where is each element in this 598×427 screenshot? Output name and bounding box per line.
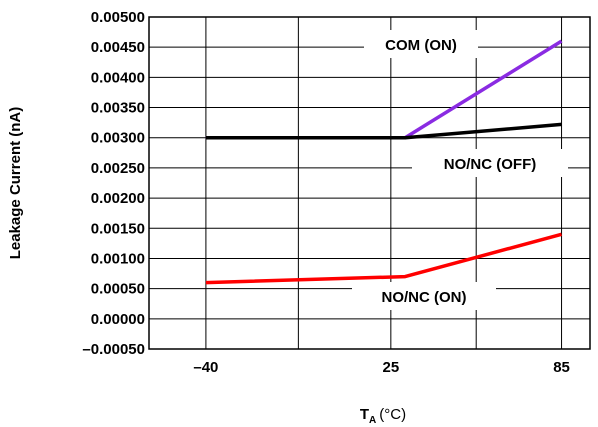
y-tick-labels: –0.00050 0.00000 0.00050 0.00100 0.00150 0.00… (82, 9, 145, 358)
annotation-nonc-on-bg (352, 282, 496, 310)
series-line-no-nc-on (205, 232, 562, 285)
x-tick-label: 25 (382, 359, 399, 376)
y-tick-label: 0.00500 (91, 9, 145, 26)
annotation-com-on: COM (ON) (385, 37, 457, 54)
x-axis-title-main: T (360, 406, 369, 423)
y-tick-label: 0.00200 (91, 190, 145, 207)
y-tick-label: 0.00350 (91, 100, 145, 117)
annotation-com-on-bg (364, 30, 478, 58)
y-tick-label: 0.00450 (91, 39, 145, 56)
x-axis-title: TA (°C) (360, 406, 406, 426)
x-axis-title-unit: (°C) (379, 406, 406, 423)
annotation-nonc-on: NO/NC (ON) (382, 289, 467, 306)
series-lines (205, 39, 563, 285)
y-tick-label: –0.00050 (82, 341, 145, 358)
series-line-no-nc-off (205, 122, 562, 140)
x-axis-title-subscript: A (369, 415, 376, 426)
y-tick-label: 0.00000 (91, 311, 145, 328)
plot-frame (148, 16, 591, 350)
x-tick-label: 85 (553, 359, 570, 376)
y-tick-label: 0.00300 (91, 130, 145, 147)
x-tick-label: –40 (193, 359, 218, 376)
annotation-nonc-off: NO/NC (OFF) (444, 156, 536, 173)
y-tick-label: 0.00050 (91, 281, 145, 298)
y-tick-label: 0.00400 (91, 69, 145, 86)
y-axis-title: Leakage Current (nA) (7, 107, 24, 260)
annotation-nonc-off-bg (412, 149, 568, 177)
y-tick-label: 0.00100 (91, 250, 145, 267)
y-tick-label: 0.00150 (91, 220, 145, 237)
y-tick-label: 0.00250 (91, 160, 145, 177)
x-tick-labels: –40 25 85 (193, 359, 570, 376)
